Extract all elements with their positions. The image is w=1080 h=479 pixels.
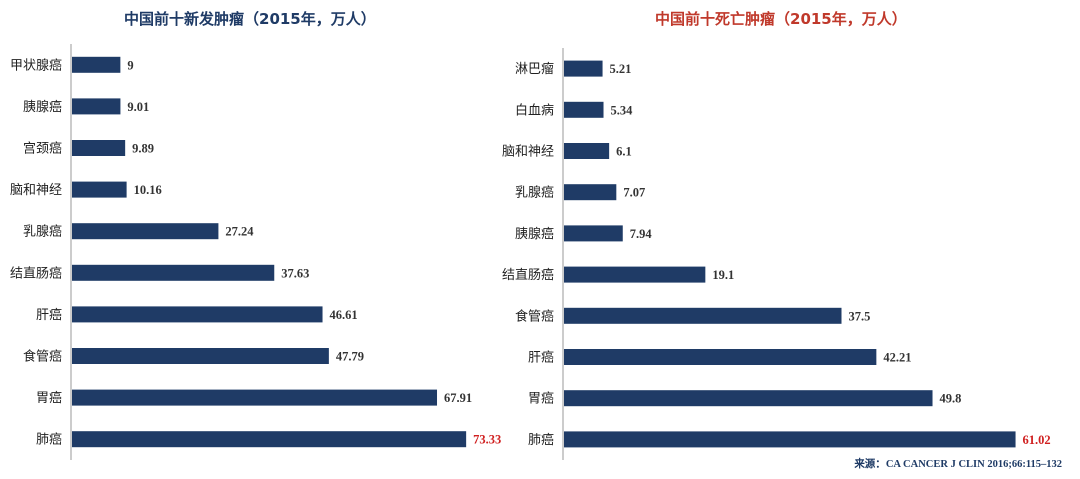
bar — [564, 431, 1016, 448]
value-label: 5.34 — [611, 103, 634, 117]
category-label: 肺癌 — [528, 432, 554, 448]
bar — [72, 56, 121, 73]
bar — [72, 431, 467, 448]
category-label: 胰腺癌 — [23, 99, 62, 115]
bar — [564, 101, 604, 118]
category-label: 结直肠癌 — [10, 265, 62, 281]
category-label: 白血病 — [515, 102, 554, 118]
category-label: 乳腺癌 — [23, 224, 62, 240]
category-label: 乳腺癌 — [515, 185, 554, 201]
mortality-chart-plot: 淋巴瘤 5.21 白血病 5.34 脑和神经 6.1 乳腺癌 7.07 胰腺癌 7.94 结直肠癌 1… — [502, 48, 1051, 460]
category-label: 胃癌 — [528, 391, 554, 407]
value-label: 9 — [127, 58, 133, 72]
mortality-chart: 中国前十死亡肿瘤（2015年，万人） 淋巴瘤 5.21 白血病 5.34 脑和神经 6.1… — [490, 0, 1051, 479]
source-prefix: 来源： — [854, 458, 886, 470]
value-label: 61.02 — [1023, 433, 1051, 447]
value-label: 37.5 — [849, 309, 871, 323]
bar — [72, 306, 323, 323]
category-label: 胰腺癌 — [515, 226, 554, 242]
bar — [72, 348, 329, 364]
value-label: 10.16 — [134, 183, 162, 197]
mortality-chart-title: 中国前十死亡肿瘤（2015年，万人） — [655, 10, 907, 28]
value-label: 5.21 — [610, 62, 632, 76]
value-label: 27.24 — [225, 225, 254, 239]
value-label: 46.61 — [330, 308, 358, 322]
value-label: 7.07 — [623, 186, 645, 200]
value-label: 73.33 — [473, 433, 501, 447]
bar — [564, 60, 603, 77]
bar — [564, 143, 610, 159]
value-label: 37.63 — [281, 266, 309, 280]
category-label: 肝癌 — [36, 307, 62, 323]
source-text: CA CANCER J CLIN 2016;66:115–132 — [885, 459, 1062, 470]
bar — [564, 225, 623, 242]
value-label: 47.79 — [336, 350, 364, 364]
bar — [564, 349, 877, 365]
category-label: 脑和神经 — [10, 183, 62, 198]
category-label: 肝癌 — [528, 350, 554, 366]
value-label: 42.21 — [883, 351, 911, 365]
bar — [72, 223, 219, 240]
value-label: 19.1 — [712, 268, 734, 282]
category-label: 胃癌 — [36, 390, 62, 406]
category-label: 甲状腺癌 — [10, 57, 62, 73]
value-label: 49.8 — [940, 392, 962, 406]
category-label: 淋巴瘤 — [515, 61, 554, 77]
bar — [72, 264, 275, 281]
bar — [564, 184, 617, 201]
value-label: 9.89 — [132, 142, 154, 156]
incidence-chart-plot: 甲状腺癌 9 胰腺癌 9.01 宫颈癌 9.89 脑和神经 10.16 乳腺癌 27.24 结直肠癌… — [10, 44, 501, 460]
incidence-chart: 中国前十新发肿瘤（2015年，万人） 甲状腺癌 9 胰腺癌 9.01 宫颈癌 9.89 脑和… — [0, 0, 520, 479]
category-label: 宫颈癌 — [23, 141, 62, 157]
category-label: 脑和神经 — [502, 145, 554, 160]
category-label: 结直肠癌 — [502, 267, 554, 283]
value-label: 9.01 — [127, 100, 149, 114]
bar — [72, 98, 121, 115]
category-label: 食管癌 — [23, 349, 62, 365]
category-label: 肺癌 — [36, 432, 62, 448]
value-label: 7.94 — [630, 227, 653, 241]
category-label: 食管癌 — [515, 308, 554, 324]
bar — [564, 307, 842, 324]
value-label: 67.91 — [444, 391, 472, 405]
bar — [564, 266, 706, 283]
source-citation: 来源：CA CANCER J CLIN 2016;66:115–132 — [854, 456, 1062, 471]
incidence-chart-title: 中国前十新发肿瘤（2015年，万人） — [124, 10, 376, 28]
bar — [72, 140, 126, 156]
bar — [72, 389, 438, 406]
bar — [564, 390, 933, 407]
value-label: 6.1 — [616, 145, 632, 159]
bar — [72, 181, 127, 198]
